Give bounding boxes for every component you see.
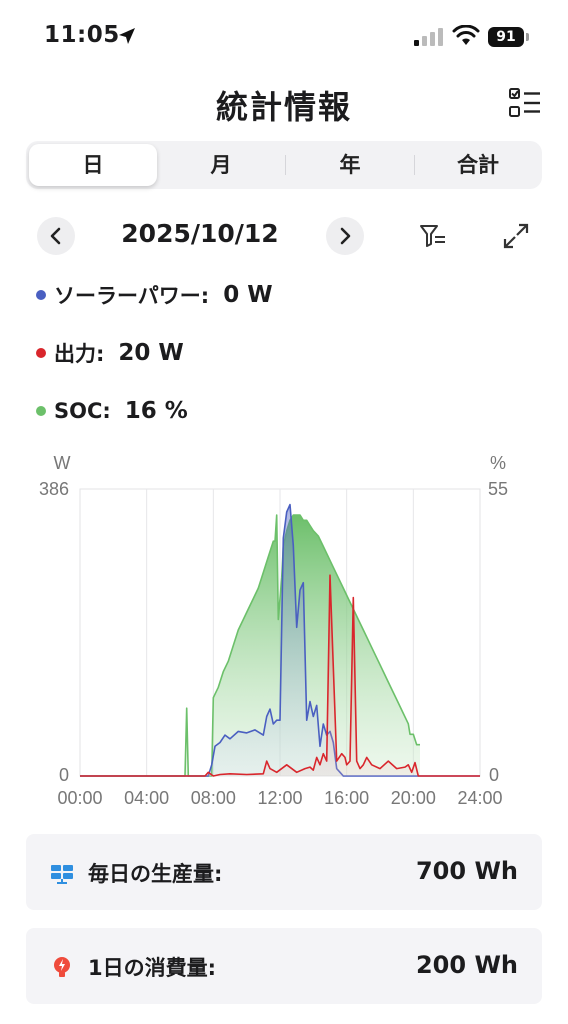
expand-icon[interactable] xyxy=(502,222,530,250)
battery-icon: 91 xyxy=(488,27,530,47)
legend-output-value: 20 W xyxy=(118,340,184,366)
daily-consumption-label: 1日の消費量: xyxy=(88,956,217,980)
x-tick-label: 12:00 xyxy=(257,788,302,808)
legend-soc-label: SOC: xyxy=(54,399,111,423)
legend-soc-value: 16 % xyxy=(124,398,188,424)
legend-soc: SOC: 16 % xyxy=(36,396,188,426)
solar-power-area xyxy=(80,504,480,776)
left-axis-max: 386 xyxy=(39,479,69,499)
solar-panel-icon xyxy=(51,865,73,884)
tab-day[interactable]: 日 xyxy=(29,144,157,186)
right-axis-min: 0 xyxy=(489,765,499,785)
location-arrow-icon xyxy=(119,28,135,44)
tab-month[interactable]: 月 xyxy=(210,153,232,177)
output-line xyxy=(80,574,480,777)
left-axis-min: 0 xyxy=(59,765,69,785)
previous-date-button[interactable] xyxy=(37,217,75,255)
chevron-left-icon xyxy=(50,227,61,245)
daily-power-chart[interactable]: W % 386 55 0 0 00:00 04:00 08:00 12:00 16:00… xyxy=(30,448,534,818)
x-tick-label: 08:00 xyxy=(191,788,236,808)
page-title: 統計情報 xyxy=(215,88,352,126)
legend-output: 出力: 20 W xyxy=(36,338,184,368)
daily-production-label: 毎日の生産量: xyxy=(88,862,223,886)
legend-output-label: 出力: xyxy=(54,342,105,366)
x-tick-label: 00:00 xyxy=(57,788,102,808)
next-date-button[interactable] xyxy=(326,217,364,255)
right-axis-unit: % xyxy=(490,453,506,473)
soc-dot xyxy=(36,406,46,416)
legend-solar-power: ソーラーパワー: 0 W xyxy=(36,280,273,310)
x-tick-label: 20:00 xyxy=(391,788,436,808)
tab-total[interactable]: 合計 xyxy=(457,153,499,177)
solar-dot xyxy=(36,290,46,300)
chevron-right-icon xyxy=(340,227,351,245)
battery-level: 91 xyxy=(488,27,524,47)
x-tick-label: 04:00 xyxy=(124,788,169,808)
output-dot xyxy=(36,348,46,358)
cellular-signal-icon xyxy=(414,28,443,46)
status-time: 11:05 xyxy=(44,22,120,48)
right-axis-max: 55 xyxy=(488,479,508,499)
status-bar: 11:05 91 xyxy=(0,0,568,76)
daily-consumption-value: 200 Wh xyxy=(415,951,518,979)
legend-solar-value: 0 W xyxy=(223,282,273,308)
wifi-icon xyxy=(452,25,480,45)
lightbulb-icon xyxy=(54,957,70,977)
tab-year[interactable]: 年 xyxy=(339,153,361,177)
legend-solar-label: ソーラーパワー: xyxy=(54,284,210,308)
x-tick-label: 16:00 xyxy=(324,788,369,808)
filter-icon[interactable] xyxy=(418,222,448,250)
daily-production-card[interactable]: 毎日の生産量: 700 Wh xyxy=(26,834,542,910)
daily-production-value: 700 Wh xyxy=(415,857,518,885)
daily-consumption-card[interactable]: 1日の消費量: 200 Wh xyxy=(26,928,542,1004)
left-axis-unit: W xyxy=(54,453,71,473)
current-date: 2025/10/12 xyxy=(121,219,279,248)
checklist-icon[interactable] xyxy=(508,86,542,120)
period-tabs: 日 月 年 合計 xyxy=(26,141,542,189)
x-tick-label: 24:00 xyxy=(457,788,502,808)
